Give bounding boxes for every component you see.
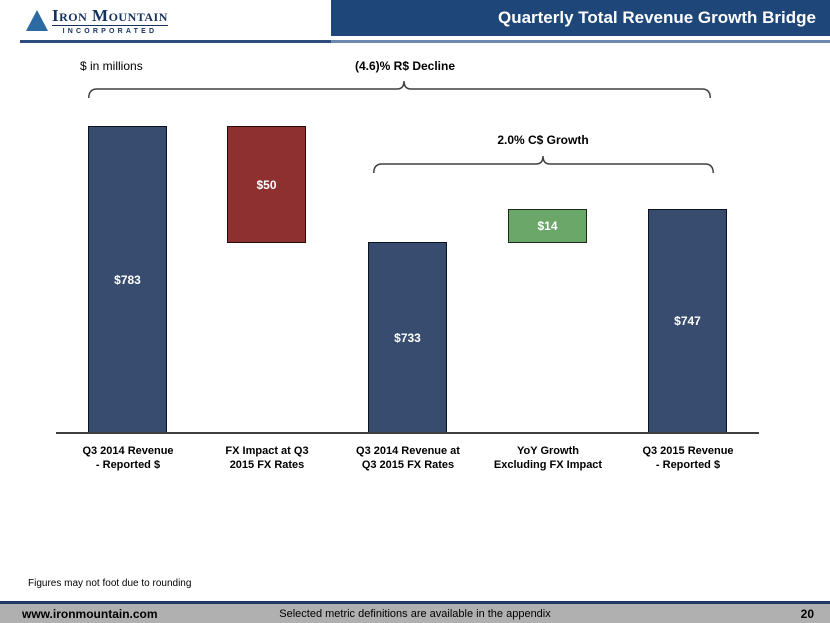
units-label: $ in millions — [80, 59, 143, 73]
footer-bar: www.ironmountain.com Selected metric def… — [0, 601, 830, 623]
footer-appendix-note: Selected metric definitions are availabl… — [279, 607, 551, 620]
bar-value-label: $783 — [114, 272, 141, 287]
footer-website-link[interactable]: www.ironmountain.com — [22, 606, 158, 621]
logo-brand-text: Iron Mountain — [52, 6, 168, 26]
x-axis-line — [56, 432, 759, 434]
bar-value-label: $14 — [537, 219, 558, 233]
iron-mountain-logo: Iron Mountain INCORPORATED — [26, 7, 168, 35]
bar-q3-2014-reported: $783 — [88, 126, 167, 433]
header-divider-right — [331, 40, 830, 43]
category-label-q3-2014-reported: Q3 2014 Revenue - Reported $ — [82, 445, 174, 471]
annotation-rs-decline: (4.6)% R$ Decline — [354, 59, 456, 73]
bar-value-label: $747 — [674, 314, 701, 328]
annotation-cs-growth: 2.0% C$ Growth — [497, 133, 589, 147]
category-label-q3-2014-at-2015-fx: Q3 2014 Revenue at Q3 2015 FX Rates — [356, 445, 460, 471]
bar-value-label: $50 — [256, 177, 277, 192]
page-number: 20 — [800, 606, 814, 621]
bracket-cs-growth — [373, 155, 714, 174]
rounding-footnote: Figures may not foot due to rounding — [28, 578, 192, 589]
logo-incorporated-text: INCORPORATED — [62, 28, 158, 35]
header-divider-left — [20, 40, 331, 43]
bar-q3-2015-reported: $747 — [648, 209, 727, 433]
category-label-fx-impact: FX Impact at Q3 2015 FX Rates — [225, 445, 309, 471]
title-banner: Quarterly Total Revenue Growth Bridge — [331, 0, 830, 36]
bar-yoy-growth-ex-fx: $14 — [508, 209, 587, 243]
bar-q3-2014-at-2015-fx: $733 — [368, 242, 447, 433]
bracket-rs-decline — [88, 80, 711, 99]
slide-title: Quarterly Total Revenue Growth Bridge — [497, 8, 816, 27]
category-label-yoy-growth: YoY Growth Excluding FX Impact — [493, 445, 603, 471]
bar-fx-impact: $50 — [227, 126, 306, 243]
category-label-q3-2015-reported: Q3 2015 Revenue - Reported $ — [642, 445, 734, 471]
bar-value-label: $733 — [394, 330, 421, 345]
mountain-triangle-icon — [26, 10, 48, 31]
